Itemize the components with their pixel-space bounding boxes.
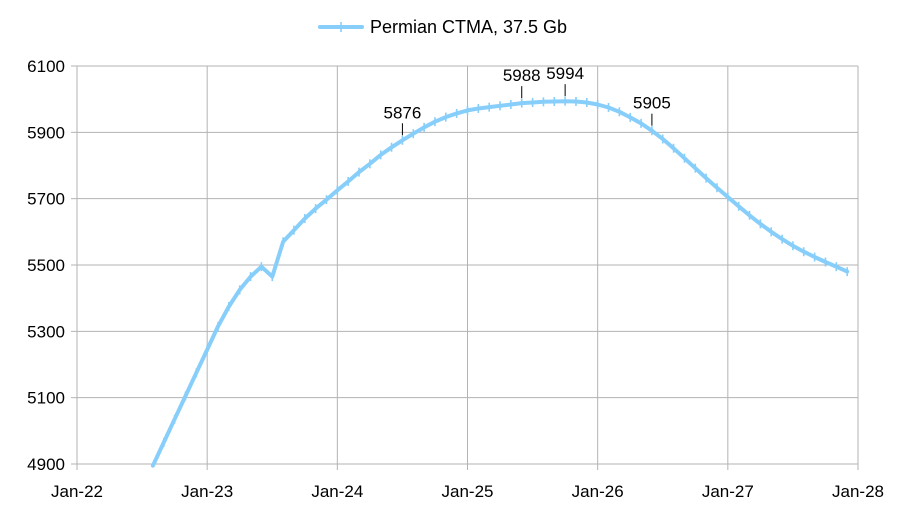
y-tick-label: 5900 — [27, 123, 65, 142]
x-tick-label: Jan-26 — [572, 482, 624, 501]
grid — [76, 65, 859, 465]
series-line — [150, 99, 850, 468]
legend-label: Permian CTMA, 37.5 Gb — [370, 17, 567, 37]
annotation-label: 5988 — [503, 66, 541, 85]
y-tick-label: 5500 — [27, 256, 65, 275]
y-tick-label: 6100 — [27, 57, 65, 76]
y-tick-label: 5700 — [27, 190, 65, 209]
x-tick-label: Jan-25 — [442, 482, 494, 501]
x-tick-label: Jan-27 — [702, 482, 754, 501]
series — [150, 96, 850, 468]
annotation-label: 5994 — [546, 64, 584, 83]
annotation-label: 5905 — [633, 94, 671, 113]
y-tick-label: 5300 — [27, 322, 65, 341]
annotations: 5876 5988 5994 5905 — [384, 64, 671, 136]
legend: Permian CTMA, 37.5 Gb — [318, 17, 567, 37]
y-tick-label: 4900 — [27, 455, 65, 474]
y-tick-label: 5100 — [27, 389, 65, 408]
annotation-label: 5876 — [384, 103, 422, 122]
x-tick-label: Jan-23 — [181, 482, 233, 501]
legend-entry: Permian CTMA, 37.5 Gb — [318, 17, 567, 37]
x-tick-label: Jan-28 — [832, 482, 884, 501]
x-tick-label: Jan-24 — [311, 482, 363, 501]
axes: 4900 5100 5300 5500 5700 5900 6100 Jan-22 Jan-23… — [27, 57, 884, 501]
x-tick-label: Jan-22 — [51, 482, 103, 501]
